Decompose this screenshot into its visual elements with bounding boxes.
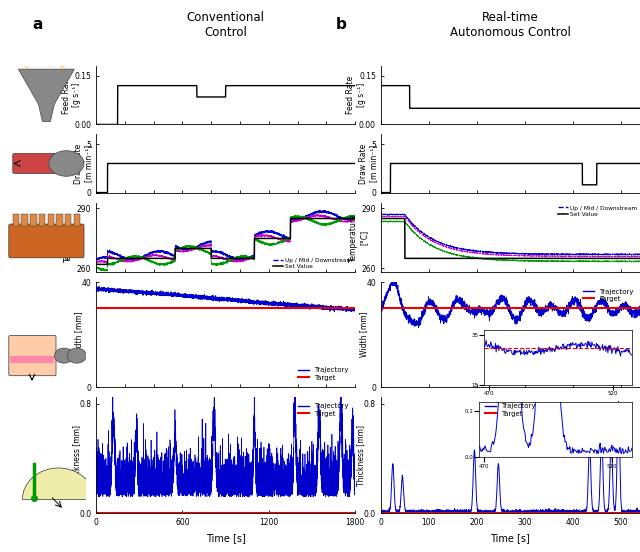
Legend: Up / Mid / Downstream, Set Value: Up / Mid / Downstream, Set Value xyxy=(557,205,637,217)
Y-axis label: Draw Rate
[m min⁻¹]: Draw Rate [m min⁻¹] xyxy=(358,144,378,184)
Text: Real-time
Autonomous Control: Real-time Autonomous Control xyxy=(450,10,571,39)
Polygon shape xyxy=(19,69,74,121)
Y-axis label: Thickness [mm]: Thickness [mm] xyxy=(72,424,81,486)
Polygon shape xyxy=(39,214,45,226)
Wedge shape xyxy=(22,468,95,500)
Legend: Trajectory, Target: Trajectory, Target xyxy=(580,286,637,305)
Polygon shape xyxy=(65,214,71,226)
Text: Conventional
Control: Conventional Control xyxy=(187,10,264,39)
Legend: Trajectory, Target: Trajectory, Target xyxy=(296,365,352,384)
Polygon shape xyxy=(22,214,28,226)
FancyBboxPatch shape xyxy=(9,336,56,376)
Polygon shape xyxy=(74,214,80,226)
Circle shape xyxy=(67,348,86,363)
FancyBboxPatch shape xyxy=(13,153,60,173)
Polygon shape xyxy=(13,214,19,226)
Circle shape xyxy=(54,348,74,363)
Y-axis label: Draw Rate
[m min⁻¹]: Draw Rate [m min⁻¹] xyxy=(74,144,93,184)
Legend: Trajectory, Target: Trajectory, Target xyxy=(483,400,538,420)
Legend: Up / Mid / Downstream, Set Value: Up / Mid / Downstream, Set Value xyxy=(273,258,352,269)
FancyBboxPatch shape xyxy=(9,224,84,258)
Polygon shape xyxy=(30,214,36,226)
Y-axis label: Feed Rate
[g s⁻¹]: Feed Rate [g s⁻¹] xyxy=(346,76,366,114)
Y-axis label: Width [mm]: Width [mm] xyxy=(359,312,368,358)
Circle shape xyxy=(49,151,84,176)
Text: a: a xyxy=(32,17,42,31)
X-axis label: Time [s]: Time [s] xyxy=(205,533,246,543)
Y-axis label: Thickness [mm]: Thickness [mm] xyxy=(356,424,365,486)
Y-axis label: Temperature
[°C]: Temperature [°C] xyxy=(64,213,84,262)
Polygon shape xyxy=(47,214,54,226)
Y-axis label: Width [mm]: Width [mm] xyxy=(74,312,83,358)
Legend: Trajectory, Target: Trajectory, Target xyxy=(296,400,352,420)
FancyBboxPatch shape xyxy=(10,355,54,363)
Y-axis label: Feed Rate
[g s⁻¹]: Feed Rate [g s⁻¹] xyxy=(61,76,81,114)
Y-axis label: Temperature
[°C]: Temperature [°C] xyxy=(349,213,369,262)
X-axis label: Time [s]: Time [s] xyxy=(490,533,531,543)
Polygon shape xyxy=(56,214,63,226)
Text: b: b xyxy=(336,17,347,31)
